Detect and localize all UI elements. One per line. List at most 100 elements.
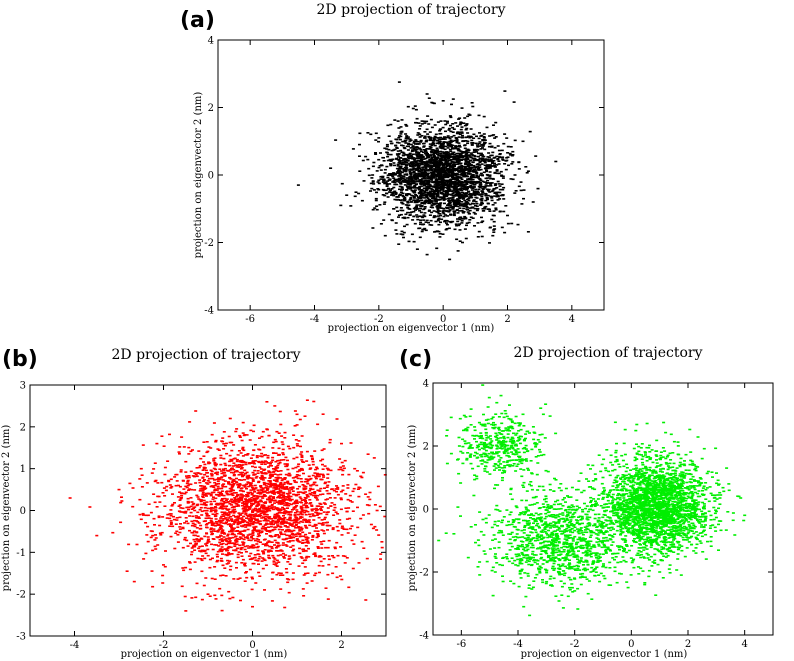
scatter-point-a-0-2068 xyxy=(441,164,445,166)
scatter-point-a-0-2537 xyxy=(483,164,487,167)
scatter-point-a-0-923 xyxy=(491,178,495,180)
scatter-point-b-0-948 xyxy=(230,441,234,444)
scatter-point-b-0-1571 xyxy=(219,557,223,560)
y-tick-label-a--4: -4 xyxy=(204,306,214,317)
scatter-point-a-0-1869 xyxy=(447,127,451,130)
scatter-point-b-0-1480 xyxy=(210,506,214,509)
scatter-point-a-0-1002 xyxy=(416,155,420,158)
scatter-point-b-0-319 xyxy=(177,451,181,453)
scatter-point-a-0-2619 xyxy=(459,187,463,190)
scatter-point-b-0-1913 xyxy=(193,472,197,474)
scatter-point-a-0-317 xyxy=(451,176,454,178)
scatter-point-a-0-408 xyxy=(388,191,391,193)
scatter-point-b-0-1844 xyxy=(278,550,282,552)
scatter-point-b-0-1122 xyxy=(244,472,247,475)
scatter-point-a-0-1480 xyxy=(380,164,383,166)
scatter-point-a-0-1851 xyxy=(383,201,387,203)
scatter-point-b-0-334 xyxy=(253,546,257,549)
scatter-point-a-0-2789 xyxy=(412,240,416,243)
scatter-point-b-0-47 xyxy=(240,499,244,502)
scatter-point-b-0-1378 xyxy=(295,509,299,511)
scatter-point-b-0-679 xyxy=(230,506,234,509)
scatter-point-b-0-1816 xyxy=(214,530,217,532)
scatter-point-a-0-2581 xyxy=(424,199,428,201)
scatter-point-a-0-327 xyxy=(483,148,487,151)
scatter-point-a-0-2057 xyxy=(406,216,410,219)
scatter-point-a-0-1589 xyxy=(403,160,407,163)
scatter-point-a-0-1173 xyxy=(420,201,424,204)
scatter-point-b-0-443 xyxy=(232,506,236,508)
scatter-point-b-0-817 xyxy=(336,488,340,490)
scatter-point-a-0-2474 xyxy=(431,193,435,195)
scatter-point-a-0-1032 xyxy=(387,148,391,151)
scatter-point-a-0-2293 xyxy=(420,189,424,191)
scatter-point-b-0-1124 xyxy=(321,524,325,526)
scatter-point-a-0-1220 xyxy=(458,240,462,242)
scatter-point-b-0-1983 xyxy=(271,459,275,462)
scatter-point-b-0-1433 xyxy=(274,486,277,489)
scatter-point-a-0-1736 xyxy=(415,208,419,210)
scatter-point-a-0-1990 xyxy=(428,145,432,148)
scatter-point-b-0-474 xyxy=(289,524,293,526)
scatter-point-a-0-1988 xyxy=(398,138,402,141)
scatter-point-b-0-1230 xyxy=(186,522,190,525)
scatter-point-b-0-899 xyxy=(175,530,179,533)
scatter-point-b-0-501 xyxy=(248,513,252,516)
scatter-point-a-0-2790 xyxy=(430,177,434,180)
scatter-point-a-0-736 xyxy=(438,232,442,235)
scatter-point-b-0-1826 xyxy=(252,544,256,547)
outlier-point-a-0-7 xyxy=(554,160,558,163)
scatter-point-b-0-1780 xyxy=(255,498,259,500)
scatter-point-a-0-2227 xyxy=(414,169,418,171)
scatter-point-b-0-1645 xyxy=(267,480,271,482)
scatter-point-b-0-1196 xyxy=(232,458,236,460)
scatter-point-b-0-620 xyxy=(111,531,115,534)
scatter-point-b-0-2138 xyxy=(284,498,288,500)
scatter-point-a-0-666 xyxy=(371,180,375,182)
scatter-point-a-0-1564 xyxy=(417,173,421,175)
scatter-point-a-0-617 xyxy=(433,156,437,158)
scatter-point-a-0-2118 xyxy=(400,177,404,180)
scatter-point-b-0-2032 xyxy=(286,459,289,462)
scatter-point-b-0-1454 xyxy=(245,483,249,485)
scatter-point-a-0-495 xyxy=(445,189,449,192)
scatter-point-a-0-1369 xyxy=(440,162,444,165)
scatter-point-a-0-773 xyxy=(378,204,382,206)
scatter-point-b-0-241 xyxy=(282,519,286,521)
scatter-point-b-0-1165 xyxy=(298,528,302,531)
scatter-point-a-0-1433 xyxy=(465,168,469,170)
scatter-point-b-0-1980 xyxy=(270,461,274,463)
scatter-point-a-0-715 xyxy=(426,172,430,175)
scatter-point-b-0-1852 xyxy=(236,556,240,559)
scatter-point-b-0-2104 xyxy=(178,499,182,501)
scatter-point-b-0-585 xyxy=(252,515,256,518)
scatter-point-b-0-725 xyxy=(297,474,301,477)
scatter-point-b-0-16 xyxy=(298,496,302,498)
scatter-point-a-0-18 xyxy=(419,207,423,210)
scatter-point-b-0-86 xyxy=(241,525,245,528)
scatter-point-a-0-2701 xyxy=(450,171,454,173)
scatter-point-b-0-1153 xyxy=(246,534,250,536)
scatter-point-a-0-1536 xyxy=(438,190,442,192)
scatter-point-a-0-852 xyxy=(449,116,453,119)
scatter-point-b-0-2033 xyxy=(275,512,279,515)
scatter-point-b-0-779 xyxy=(295,518,299,520)
scatter-point-a-0-2573 xyxy=(406,211,410,214)
scatter-point-b-0-781 xyxy=(209,447,213,449)
scatter-point-a-0-118 xyxy=(509,146,513,148)
scatter-point-b-0-1081 xyxy=(181,567,185,569)
scatter-point-b-0-801 xyxy=(367,512,371,515)
scatter-point-b-0-164 xyxy=(240,504,244,507)
scatter-point-a-0-1868 xyxy=(435,150,439,152)
scatter-point-b-0-1609 xyxy=(203,557,207,560)
scatter-point-a-0-1777 xyxy=(448,168,452,171)
scatter-point-b-0-1290 xyxy=(299,517,303,519)
scatter-point-b-0-1155 xyxy=(212,460,216,462)
scatter-point-b-0-476 xyxy=(256,489,260,491)
scatter-point-b-0-1887 xyxy=(229,500,233,502)
scatter-point-b-0-824 xyxy=(228,441,232,444)
scatter-point-b-0-1855 xyxy=(299,512,303,515)
scatter-point-a-0-1947 xyxy=(434,199,438,201)
scatter-point-b-0-656 xyxy=(281,478,285,480)
